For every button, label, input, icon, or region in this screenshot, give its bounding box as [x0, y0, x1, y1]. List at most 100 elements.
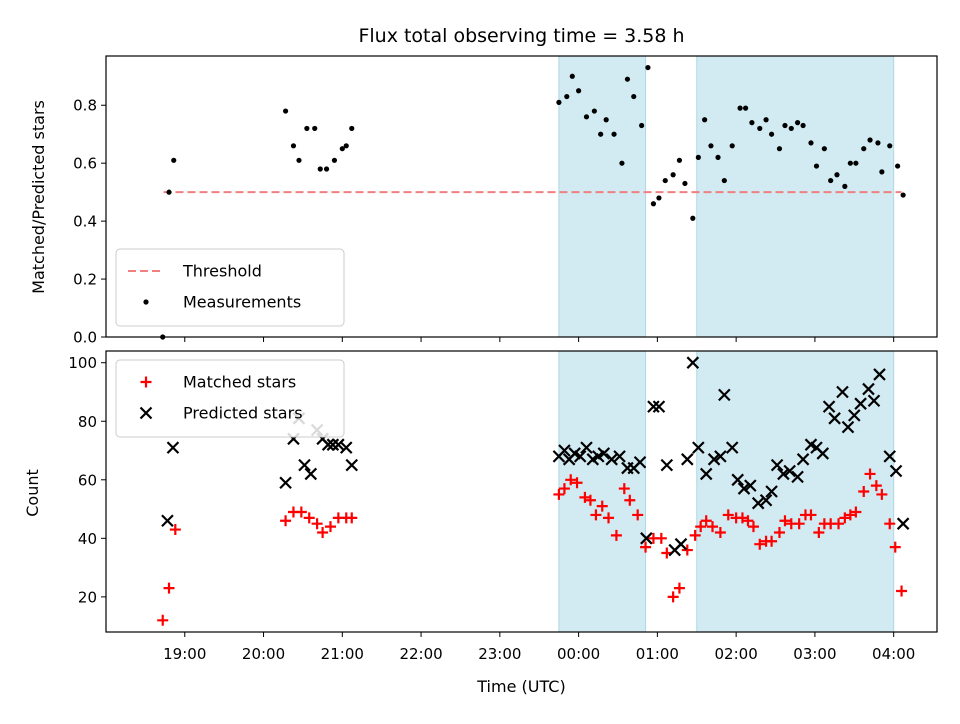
predicted-stars-point — [718, 388, 731, 402]
predicted-stars-point — [816, 447, 830, 460]
measurements-point — [583, 114, 590, 120]
x-tick-label: 01:00 — [636, 645, 679, 663]
panel-bottom-frame — [105, 350, 938, 633]
predicted-stars-point — [783, 464, 796, 478]
matched-stars-point — [754, 538, 766, 550]
predicted-stars-point — [279, 476, 292, 489]
measurements-point — [776, 146, 783, 152]
predicted-stars-point — [674, 537, 688, 551]
x-tick-label: 00:00 — [557, 645, 600, 663]
matched-stars-point — [858, 486, 870, 497]
measurements-point — [312, 125, 318, 132]
measurements-point — [282, 108, 289, 114]
measurements-point — [317, 166, 323, 172]
matched-stars-point — [889, 541, 901, 553]
predicted-stars-point — [633, 455, 647, 469]
panel-top-y-tick-label: 0.8 — [73, 97, 97, 115]
matched-stars-point — [640, 541, 652, 553]
predicted-stars-point — [339, 441, 353, 454]
matched-stars-point — [610, 529, 622, 541]
measurements-point — [296, 157, 302, 163]
predicted-stars-point — [873, 368, 886, 381]
predicted-stars-point — [896, 517, 910, 530]
matched-stars-point — [896, 585, 908, 597]
measurements-point — [611, 131, 617, 137]
panel-bottom-y-axis-label: Count — [23, 469, 42, 517]
predicted-stars-point — [854, 397, 867, 410]
matched-stars-point — [736, 512, 748, 524]
predicted-stars-point — [613, 450, 626, 463]
measurements-point — [323, 166, 330, 172]
x-tick-label: 03:00 — [793, 645, 836, 663]
measurements-point — [847, 160, 853, 166]
measurements-point — [813, 163, 820, 169]
measurements-point — [591, 108, 597, 114]
measurements-point — [834, 172, 840, 178]
matched-stars-point — [681, 544, 693, 556]
matched-stars-point — [558, 483, 570, 495]
matched-stars-point — [295, 506, 307, 518]
measurements-point — [808, 140, 814, 146]
panel-top-y-tick-label: 0.2 — [73, 271, 97, 289]
legend-threshold-label: Threshold — [182, 262, 262, 281]
matched-stars-point — [673, 582, 685, 594]
highlight-spans — [558, 55, 895, 633]
matched-stars-point — [553, 488, 565, 500]
measurements-point — [171, 157, 177, 163]
predicted-stars-point — [345, 458, 359, 472]
predicted-stars-point — [161, 514, 174, 528]
measurements-point — [682, 180, 688, 187]
matched-stars-point — [839, 512, 851, 524]
predicted-stars-point — [759, 494, 773, 507]
measurements-point — [603, 117, 609, 123]
x-tick-label: 23:00 — [478, 645, 521, 663]
predicted-stars-point — [737, 482, 751, 495]
legend-measurements-label: Measurements — [183, 293, 301, 312]
matched-stars-point — [618, 483, 630, 495]
predicted-stars-point — [848, 409, 861, 422]
measurements-point — [821, 146, 827, 152]
measurements-point — [656, 195, 662, 201]
predicted-stars-point — [867, 394, 881, 408]
matched-stars-point — [624, 494, 636, 506]
measurements-point — [690, 215, 696, 221]
matched-stars-point — [833, 518, 845, 530]
predicted-stars-point — [791, 470, 804, 484]
measurements-point — [676, 157, 683, 163]
matched-stars-point — [779, 515, 791, 527]
panel-bottom-y-tick-label: 100 — [68, 354, 97, 372]
x-tick-label: 04:00 — [872, 645, 915, 663]
panel-bottom-y-tick-label: 80 — [78, 413, 97, 431]
matched-stars-point — [603, 512, 615, 524]
predicted-stars-point — [889, 464, 903, 478]
matched-stars-point — [870, 480, 882, 492]
predicted-stars-point — [692, 441, 705, 454]
measurements-point — [160, 334, 166, 340]
matched-stars-point — [844, 509, 856, 521]
matched-stars-point — [579, 491, 591, 503]
panel-top-highlight-span — [558, 55, 647, 338]
matched-stars-point — [707, 521, 719, 533]
predicted-stars-point — [765, 485, 778, 498]
matched-stars-point — [163, 582, 175, 594]
predicted-stars-point — [707, 453, 721, 466]
measurements-point — [879, 169, 885, 175]
panel-top-y-tick-label: 0.6 — [73, 155, 97, 173]
measurements-point — [708, 143, 714, 149]
legend-measurements-key — [143, 299, 149, 305]
predicted-stars-point — [298, 458, 311, 472]
matched-stars-point — [884, 518, 896, 530]
matched-stars-point — [667, 591, 679, 603]
matched-stars-point — [565, 474, 577, 486]
predicted-stars-point — [558, 444, 571, 457]
measurements-point — [598, 131, 604, 137]
measurements-point — [645, 64, 651, 71]
measurements-point — [564, 93, 570, 100]
matched-stars-point — [280, 515, 292, 527]
matched-stars-point — [303, 512, 315, 524]
matched-stars-point — [742, 515, 754, 527]
matched-stars-point — [695, 521, 707, 533]
measurements-point — [842, 183, 848, 189]
measurements-point — [861, 146, 867, 152]
